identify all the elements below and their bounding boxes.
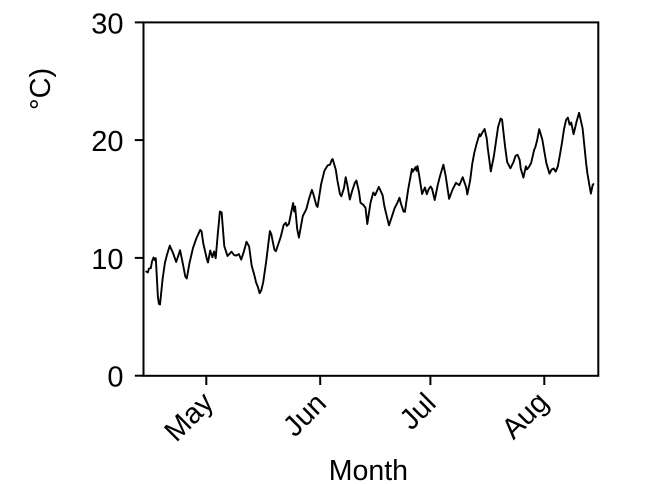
svg-text:°C): °C) (25, 68, 57, 110)
svg-text:30: 30 (91, 8, 123, 40)
svg-text:Month: Month (329, 455, 408, 484)
svg-text:10: 10 (91, 244, 123, 276)
svg-text:0: 0 (107, 362, 123, 394)
svg-text:20: 20 (91, 126, 123, 158)
